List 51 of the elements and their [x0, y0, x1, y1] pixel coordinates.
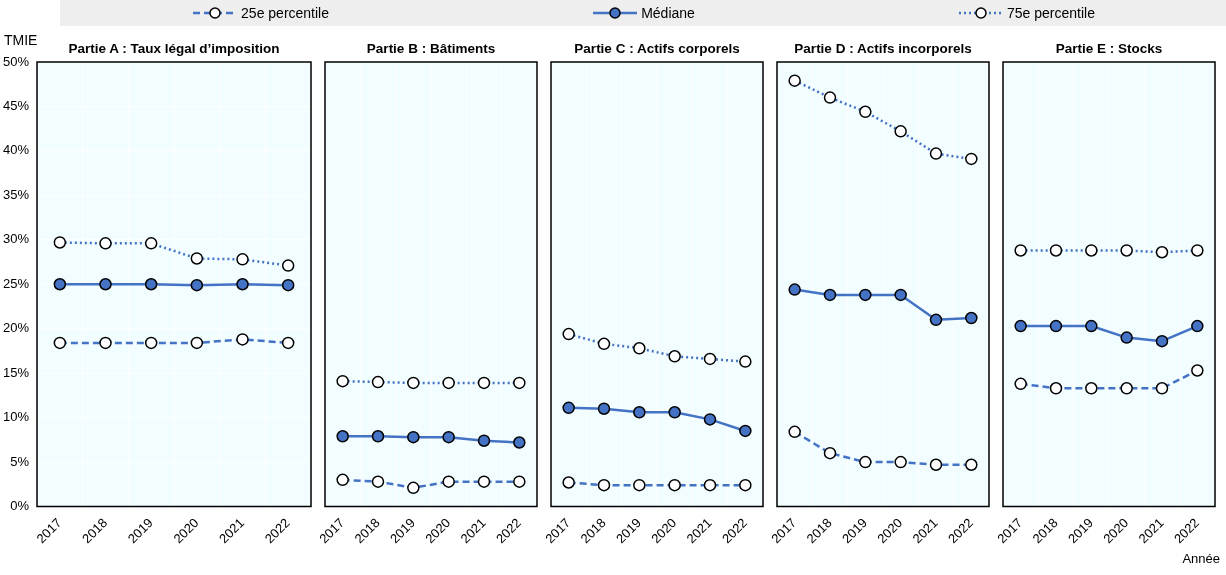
point — [1085, 319, 1098, 333]
legend-label: 25e percentile — [240, 5, 330, 21]
point — [144, 278, 158, 291]
point — [1155, 334, 1169, 348]
point — [633, 406, 646, 419]
chart-title: Partie E : Stocks — [1055, 40, 1163, 56]
y-tick-label: 40% — [2, 142, 30, 158]
point — [668, 406, 681, 419]
point — [281, 278, 295, 292]
point — [1014, 319, 1027, 333]
y-tick-label: 0% — [10, 498, 30, 514]
chart-title: Partie C : Actifs corporels — [574, 40, 740, 56]
point — [1120, 331, 1133, 344]
y-tick-label: 20% — [2, 320, 30, 336]
point — [703, 413, 717, 426]
point — [562, 401, 575, 415]
y-tick-label: 50% — [2, 53, 30, 69]
y-tick-label: 45% — [2, 98, 30, 114]
point — [53, 278, 67, 291]
point — [513, 436, 526, 449]
point — [965, 311, 978, 325]
chart-title: Partie B : Bâtiments — [366, 40, 496, 56]
point — [442, 430, 455, 444]
y-axis-title: TMIE — [4, 31, 38, 48]
chart-title: Partie A : Taux légal d’imposition — [68, 40, 280, 56]
y-tick-label: 35% — [2, 186, 30, 202]
y-tick-label: 15% — [2, 364, 30, 380]
point — [739, 424, 752, 438]
y-tick-label: 25% — [2, 275, 30, 291]
point — [336, 430, 349, 443]
point — [1049, 319, 1063, 333]
chart-title: Partie D : Actifs incorporels — [794, 40, 972, 56]
y-tick-label: 10% — [2, 409, 30, 425]
point — [1191, 319, 1204, 333]
point — [859, 288, 872, 302]
legend-label: Médiane — [640, 5, 695, 21]
y-tick-label: 30% — [2, 231, 30, 247]
point — [190, 278, 204, 292]
point — [236, 278, 249, 291]
point — [929, 313, 943, 327]
point — [788, 283, 801, 296]
point — [407, 430, 420, 444]
point — [894, 288, 907, 302]
legend-label: 75e percentile — [1005, 5, 1095, 21]
point — [597, 402, 611, 415]
x-axis-title: Année — [1182, 551, 1220, 567]
point — [823, 288, 837, 302]
point — [477, 434, 491, 447]
y-tick-label: 5% — [10, 453, 30, 469]
point — [371, 430, 385, 443]
point — [99, 278, 112, 291]
